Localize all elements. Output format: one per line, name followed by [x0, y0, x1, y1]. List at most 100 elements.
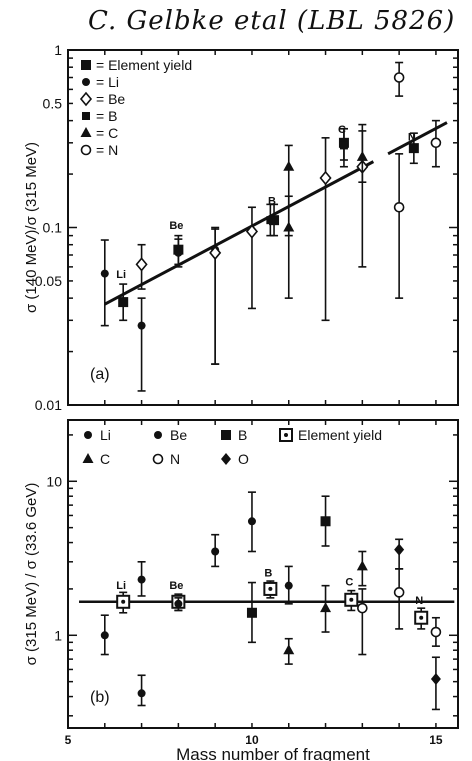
data-point: [393, 72, 405, 83]
legend-text: O: [238, 451, 249, 467]
y-tick-label: 0.5: [43, 95, 63, 111]
y-tick-label: 1: [54, 627, 62, 643]
legend: Li Be B Element yield C N O: [82, 427, 382, 467]
fit-line: [104, 160, 375, 306]
element-label: N: [415, 595, 423, 607]
data-point: [430, 137, 442, 149]
legend-marker: [80, 127, 92, 137]
series-be: [211, 491, 293, 605]
data-point: [137, 575, 146, 584]
data-point-center: [268, 586, 273, 591]
legend-marker: [81, 60, 91, 70]
data-point: [284, 581, 293, 590]
data-point: [174, 599, 183, 608]
data-point: [356, 560, 368, 571]
legend-text: = C: [96, 125, 118, 141]
data-point-center: [349, 597, 354, 602]
legend-text: = Li: [96, 74, 119, 90]
element-label: N: [408, 131, 416, 143]
series-element-yield: [118, 127, 419, 322]
data-point: [320, 516, 331, 527]
element-label: C: [345, 577, 353, 589]
legend-text: = N: [96, 142, 118, 158]
panel-a: 0.01 0.05 0.1 0.5 1 σ (140 MeV)/σ (315 MeV) (a…: [23, 42, 459, 413]
data-point: [211, 547, 220, 556]
y-tick-label: 10: [46, 473, 62, 489]
panel-b: 1 10 5 10 15 σ (315 MeV) / σ (33.6 GeV) Mass n…: [23, 419, 459, 761]
y-axis-title: σ (315 MeV) / σ (33.6 GeV): [23, 483, 40, 666]
data-point: [408, 143, 419, 154]
data-point: [393, 587, 405, 598]
data-point: [137, 321, 146, 330]
legend-marker: [154, 431, 162, 439]
series-li: [100, 561, 183, 707]
x-axis-title: Mass number of fragment: [176, 745, 370, 761]
legend-marker: [221, 453, 231, 465]
legend-text: N: [170, 451, 180, 467]
data-point: [100, 631, 109, 640]
element-label: Li: [116, 269, 126, 281]
data-point: [430, 626, 442, 638]
legend-marker: [152, 453, 164, 465]
legend: = Element yield= Li= Be= B= C= N: [79, 57, 192, 158]
series-c: [283, 130, 368, 299]
legend-text: C: [100, 451, 110, 467]
data-point: [283, 221, 295, 232]
data-point: [283, 644, 295, 655]
data-point: [394, 543, 405, 556]
data-point: [357, 602, 368, 614]
element-label: B: [268, 195, 276, 207]
series-be: [135, 123, 369, 365]
legend-marker: [82, 78, 90, 86]
data-point: [174, 248, 183, 257]
data-point: [320, 602, 332, 613]
data-point: [430, 673, 441, 686]
series-element-yield: [116, 580, 429, 630]
data-point: [356, 150, 368, 161]
series-b: [246, 495, 331, 644]
legend-text: Li: [100, 427, 111, 443]
legend-marker: [84, 431, 92, 439]
legend-text: = B: [96, 108, 117, 124]
panel-label: (b): [90, 689, 110, 706]
legend-text: Element yield: [298, 427, 382, 443]
y-axis-title: σ (140 MeV)/σ (315 MeV): [23, 142, 40, 313]
y-tick-label: 1: [54, 42, 62, 58]
element-label: Be: [169, 580, 183, 592]
element-label: Li: [116, 580, 126, 592]
y-tick-label: 0.05: [35, 273, 62, 289]
x-tick-label: 5: [65, 733, 72, 747]
legend-marker: [82, 453, 94, 463]
data-point: [137, 689, 146, 698]
data-point: [209, 245, 222, 261]
legend-text: Be: [170, 427, 187, 443]
y-tick-label: 0.1: [43, 220, 63, 236]
data-point: [247, 517, 256, 526]
series-n: [357, 568, 442, 656]
legend-text: B: [238, 427, 247, 443]
legend-text: = Element yield: [96, 57, 192, 73]
data-point: [135, 257, 148, 272]
data-point-center: [419, 615, 424, 620]
data-point: [319, 170, 332, 186]
series-c: [283, 550, 368, 665]
element-label: Be: [169, 220, 183, 232]
data-point-center: [121, 599, 126, 604]
data-point: [118, 297, 129, 308]
data-point: [283, 160, 295, 171]
x-tick-label: 10: [245, 733, 259, 747]
legend-marker: [79, 91, 93, 107]
series-n: [393, 61, 442, 299]
legend-text: = Be: [96, 91, 125, 107]
x-tick-label: 15: [429, 733, 443, 747]
panel-label: (a): [90, 366, 110, 383]
fit-line: [387, 121, 448, 156]
series-b: [266, 127, 348, 237]
y-tick-label: 0.01: [35, 397, 62, 413]
legend-marker-center: [284, 433, 288, 437]
plot-frame: [67, 419, 459, 729]
data-point: [266, 216, 275, 225]
legend-marker: [80, 144, 92, 156]
data-point: [100, 269, 109, 278]
